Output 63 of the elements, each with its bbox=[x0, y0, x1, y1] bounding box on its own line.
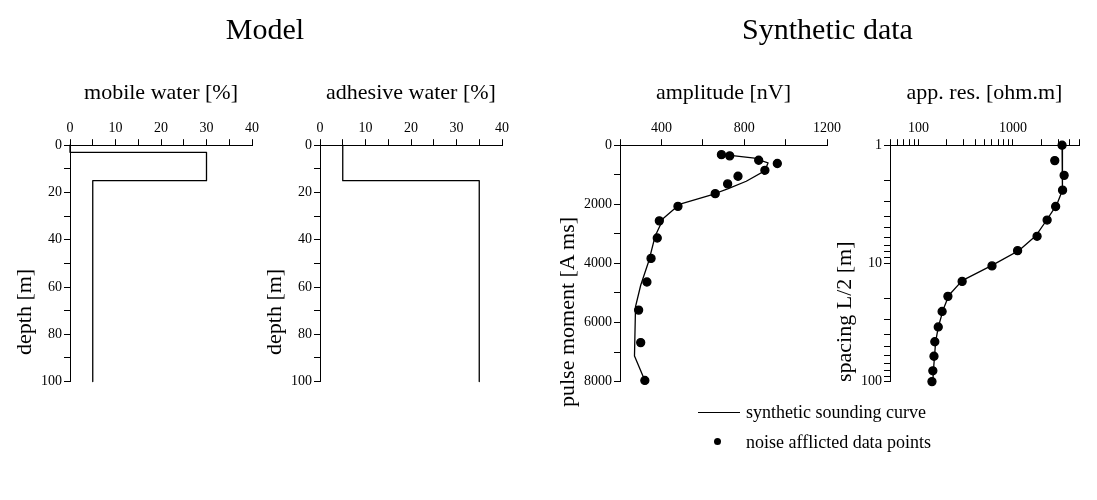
x-tick-label: 100 bbox=[907, 120, 929, 136]
point bbox=[654, 216, 664, 226]
y-tick-label: 0 bbox=[605, 136, 612, 152]
y-tick-label: 10 bbox=[868, 255, 882, 271]
point bbox=[640, 375, 650, 386]
point bbox=[636, 337, 646, 348]
point bbox=[733, 171, 743, 181]
chart-title: Synthetic data bbox=[741, 12, 914, 46]
x-axis-title: amplitude [nV] bbox=[655, 78, 792, 104]
point bbox=[673, 201, 683, 212]
y-tick-label: 20 bbox=[48, 184, 62, 200]
y-tick-label: 4000 bbox=[584, 255, 612, 271]
x-tick-label: 10 bbox=[358, 120, 373, 136]
point bbox=[652, 233, 662, 243]
y-axis-title: pulse moment [A ms] bbox=[553, 216, 580, 410]
x-tick-label: 20 bbox=[404, 120, 418, 136]
x-axis-title: app. res. [ohm.m] bbox=[906, 78, 1063, 104]
y-tick-label: 20 bbox=[298, 184, 312, 200]
y-tick-label: 100 bbox=[861, 373, 882, 389]
y-tick-label: 60 bbox=[48, 278, 62, 294]
point bbox=[754, 155, 764, 165]
y-tick-label: 6000 bbox=[584, 314, 612, 330]
y-tick-label: 1 bbox=[875, 136, 882, 152]
y-tick-label: 40 bbox=[48, 231, 62, 247]
y-axis-title: depth [m] bbox=[10, 267, 37, 358]
y-tick-label: 100 bbox=[291, 373, 312, 389]
x-tick-label: 10 bbox=[108, 120, 123, 136]
x-tick-label: 20 bbox=[154, 120, 168, 136]
x-tick-label: 0 bbox=[316, 120, 324, 136]
x-tick-label: 30 bbox=[199, 120, 214, 136]
x-tick-label: 400 bbox=[650, 120, 672, 136]
point bbox=[716, 150, 727, 160]
y-tick-label: 80 bbox=[298, 325, 312, 341]
y-tick-label: 0 bbox=[55, 136, 62, 152]
x-tick-label: 800 bbox=[733, 120, 755, 136]
chart-title: Model bbox=[224, 12, 306, 46]
point bbox=[725, 151, 735, 161]
y-tick-label: 100 bbox=[41, 373, 62, 389]
y-axis-title: spacing L/2 [m] bbox=[831, 241, 856, 383]
y-axis-title: depth [m] bbox=[260, 267, 287, 358]
point bbox=[772, 158, 782, 169]
x-tick-label: 0 bbox=[66, 120, 74, 136]
x-tick-label: 30 bbox=[449, 120, 464, 136]
x-tick-label: 40 bbox=[495, 120, 509, 136]
y-tick-label: 80 bbox=[48, 325, 62, 341]
y-tick-label: 40 bbox=[298, 231, 312, 247]
y-tick-label: 60 bbox=[298, 278, 312, 294]
x-axis-title: mobile water [%] bbox=[84, 78, 238, 104]
x-tick-label: 1000 bbox=[998, 120, 1027, 136]
point bbox=[710, 189, 720, 199]
point bbox=[646, 253, 656, 264]
point bbox=[722, 179, 733, 189]
y-tick-label: 0 bbox=[305, 136, 312, 152]
x-axis-title: adhesive water [%] bbox=[326, 78, 496, 104]
x-tick-label: 40 bbox=[245, 120, 259, 136]
y-tick-label: 8000 bbox=[584, 373, 612, 389]
y-tick-label: 2000 bbox=[584, 195, 612, 211]
point bbox=[760, 165, 770, 175]
legend-label: noise afflicted data points bbox=[746, 431, 932, 453]
legend-label: synthetic sounding curve bbox=[746, 401, 926, 423]
point bbox=[633, 305, 644, 315]
x-tick-label: 1200 bbox=[813, 120, 841, 136]
point bbox=[642, 277, 652, 287]
